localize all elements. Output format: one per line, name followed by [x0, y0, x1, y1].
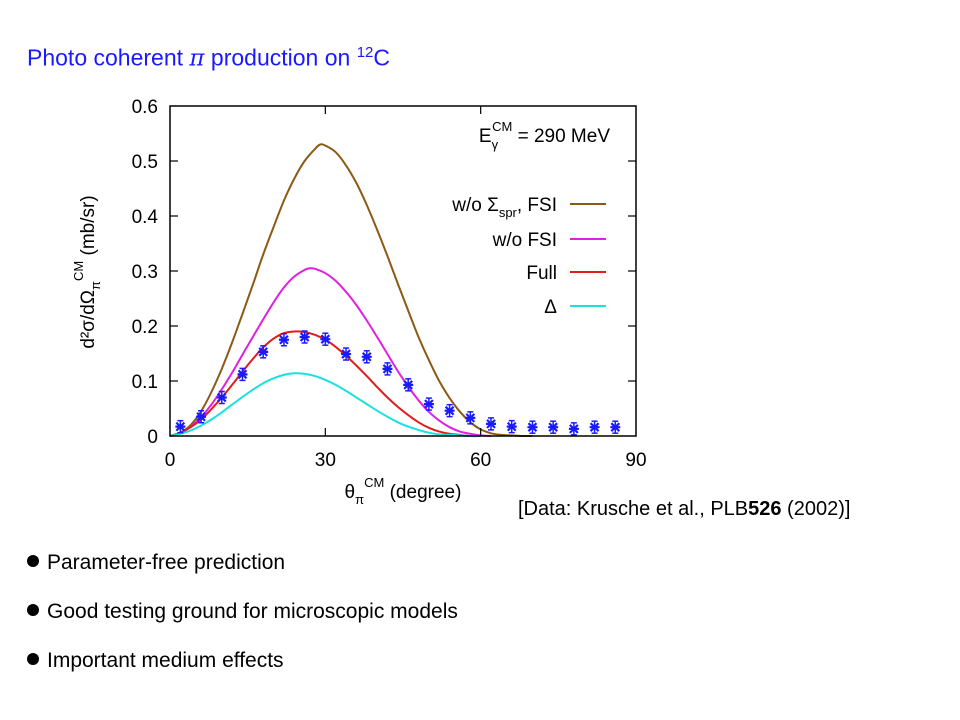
x-tick-label: 0 — [165, 450, 176, 471]
legend-label: Δ — [544, 297, 557, 318]
series-line-3 — [169, 372, 481, 438]
data-point — [237, 367, 248, 382]
data-point — [527, 420, 538, 434]
series-line-2 — [169, 330, 481, 438]
bullet-text: Parameter-free prediction — [47, 551, 286, 574]
chart-legend: w/o Σspr, FSI w/o FSI Full Δ — [451, 195, 606, 318]
title-pre: Photo coherent — [27, 44, 184, 71]
annotation-sub: γ — [492, 137, 499, 152]
y-tick-label: 0.1 — [132, 372, 158, 393]
data-point — [175, 419, 186, 434]
chart-ticks: 0 30 60 90 0 0.1 0.2 0.3 0.4 0.5 0.6 — [132, 97, 647, 471]
data-point — [548, 420, 559, 434]
y-tick-label: 0.5 — [132, 152, 158, 173]
title-mid: production on — [210, 44, 351, 71]
bullet-dot-icon — [27, 604, 39, 617]
citation-volume: 526 — [748, 498, 782, 520]
annotation-sup: CM — [492, 119, 512, 134]
bullet-item: Good testing ground for microscopic mode… — [27, 597, 458, 646]
ylabel-sub: π — [88, 281, 103, 290]
y-tick-label: 0.3 — [132, 262, 158, 283]
slide-title: Photo coherent π production on 12C — [27, 44, 390, 72]
y-tick-label: 0.6 — [132, 97, 158, 118]
data-point — [382, 362, 393, 376]
legend-label: Full — [526, 263, 557, 284]
citation-pre: [Data: Krusche et al., PLB — [518, 498, 749, 520]
citation-post: (2002)] — [781, 498, 851, 520]
data-point — [361, 350, 372, 364]
legend-label: w/o Σspr, FSI — [451, 195, 557, 220]
series-line-1 — [169, 267, 492, 437]
bullet-list: Parameter-free prediction Good testing g… — [27, 548, 458, 695]
bullet-text: Good testing ground for microscopic mode… — [47, 600, 458, 623]
y-axis-label: d²σ/dΩπCM (mb/sr) — [71, 195, 103, 348]
ylabel-sup: CM — [71, 261, 86, 281]
annotation-rest: = 290 MeV — [512, 126, 610, 147]
title-superscript: 12 — [356, 44, 374, 61]
data-point — [258, 345, 269, 359]
data-point — [216, 390, 227, 405]
x-axis-label: θπCM (degree) — [345, 475, 462, 507]
chart-data-points — [175, 330, 621, 436]
data-point — [610, 420, 621, 434]
x-tick-label: 90 — [625, 450, 646, 471]
data-point — [506, 419, 517, 434]
ylabel-text: d²σ/dΩ — [78, 290, 99, 349]
x-tick-label: 30 — [315, 450, 336, 471]
title-post: C — [373, 44, 391, 71]
data-point — [320, 332, 331, 346]
data-citation: [Data: Krusche et al., PLB526 (2002)] — [518, 498, 850, 521]
ylabel-rest: (mb/sr) — [78, 195, 99, 260]
chart-curves — [169, 143, 533, 438]
data-point — [444, 403, 455, 418]
data-point — [589, 420, 600, 434]
data-point — [465, 411, 476, 425]
series-line-0 — [169, 143, 533, 438]
y-tick-label: 0.4 — [132, 207, 159, 228]
legend-label: w/o FSI — [492, 230, 557, 251]
plot-frame — [169, 105, 637, 437]
title-pi: π — [189, 45, 205, 72]
data-point — [196, 410, 207, 424]
x-tick-label: 60 — [470, 450, 491, 471]
y-tick-label: 0.2 — [132, 317, 158, 338]
bullet-dot-icon — [27, 555, 39, 568]
data-point — [341, 347, 352, 361]
bullet-dot-icon — [27, 653, 39, 666]
data-point — [423, 397, 434, 411]
data-point — [568, 422, 579, 436]
data-point — [486, 417, 497, 431]
xlabel-sup: CM — [364, 475, 384, 490]
bullet-item: Parameter-free prediction — [27, 548, 458, 597]
bullet-text: Important medium effects — [47, 649, 284, 672]
xlabel-rest: (degree) — [384, 482, 461, 503]
data-point — [278, 333, 289, 347]
energy-annotation: Eγ CM = 290 MeV — [479, 119, 610, 152]
data-point — [403, 378, 414, 392]
xlabel-sub: π — [355, 492, 364, 507]
annotation-base: E — [479, 126, 492, 147]
y-tick-label: 0 — [147, 427, 158, 448]
xlabel-base: θ — [345, 482, 356, 503]
bullet-item: Important medium effects — [27, 646, 458, 695]
data-point — [299, 330, 310, 344]
